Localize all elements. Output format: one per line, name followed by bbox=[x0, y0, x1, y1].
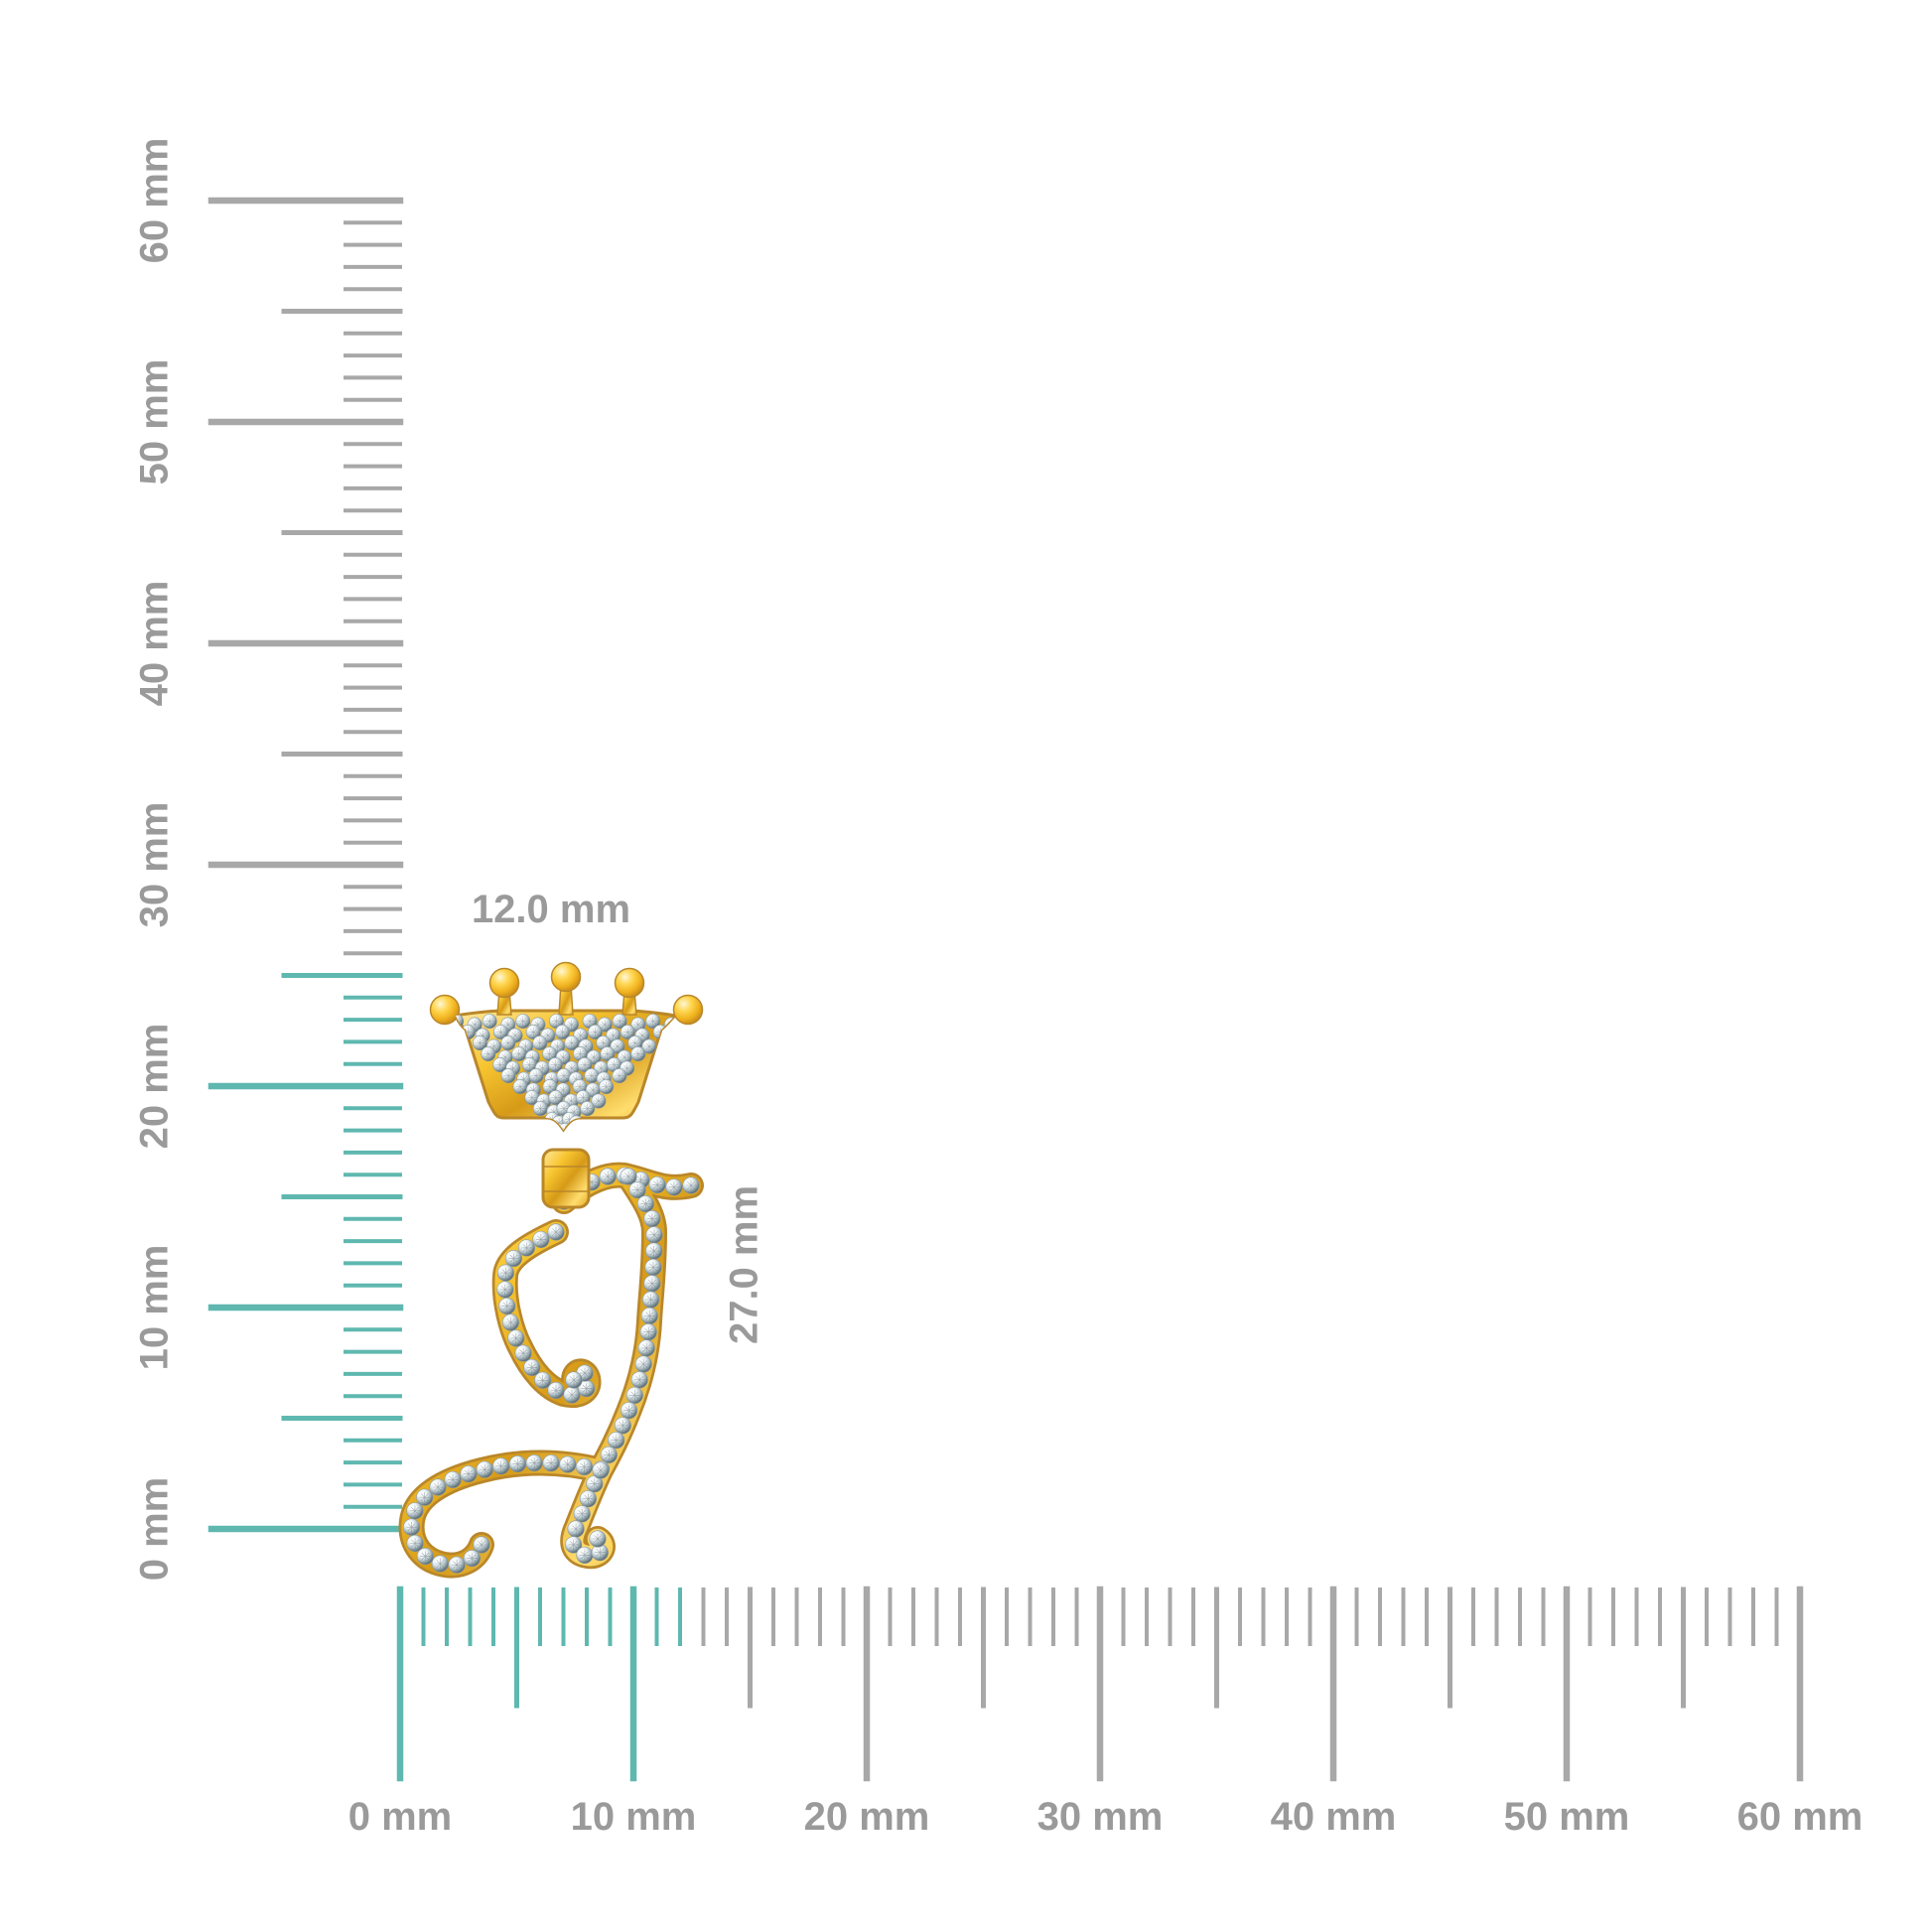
svg-text:10 mm: 10 mm bbox=[571, 1795, 697, 1839]
svg-text:20 mm: 20 mm bbox=[804, 1795, 930, 1839]
svg-text:60 mm: 60 mm bbox=[133, 138, 177, 264]
svg-text:40 mm: 40 mm bbox=[1271, 1795, 1397, 1839]
svg-text:20 mm: 20 mm bbox=[133, 1024, 177, 1150]
svg-text:50 mm: 50 mm bbox=[133, 359, 177, 485]
svg-text:30 mm: 30 mm bbox=[133, 802, 177, 928]
svg-text:50 mm: 50 mm bbox=[1504, 1795, 1630, 1839]
svg-text:0 mm: 0 mm bbox=[133, 1477, 177, 1582]
svg-text:10 mm: 10 mm bbox=[133, 1245, 177, 1371]
svg-text:12.0 mm: 12.0 mm bbox=[472, 888, 630, 931]
svg-text:30 mm: 30 mm bbox=[1037, 1795, 1164, 1839]
svg-text:40 mm: 40 mm bbox=[133, 581, 177, 707]
svg-text:0 mm: 0 mm bbox=[348, 1795, 453, 1839]
svg-text:27.0 mm: 27.0 mm bbox=[723, 1185, 766, 1344]
svg-text:60 mm: 60 mm bbox=[1737, 1795, 1863, 1839]
